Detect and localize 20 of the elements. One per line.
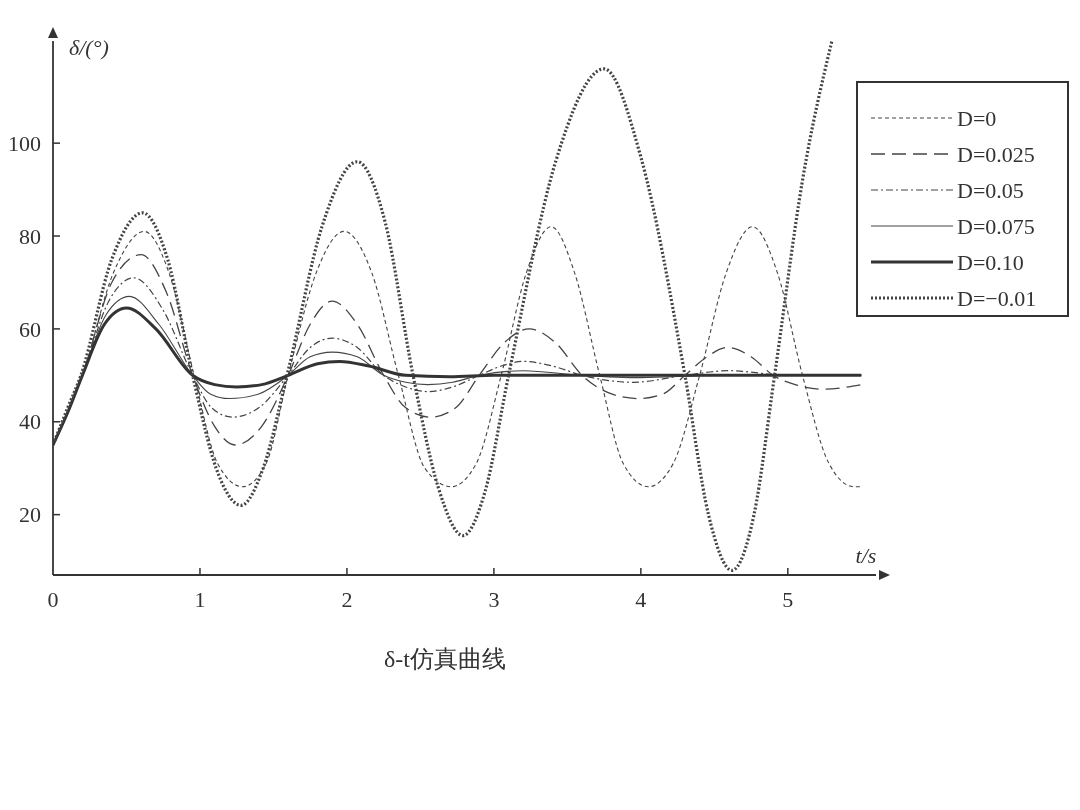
legend-label: D=0.075: [957, 213, 1035, 239]
x-tick-label: 4: [635, 587, 647, 612]
x-tick-label: 1: [194, 587, 206, 612]
y-tick-label: 100: [8, 130, 41, 156]
legend-label: D=0.025: [957, 141, 1035, 167]
x-tick-label: 0: [47, 587, 59, 612]
x-tick-label: 5: [782, 587, 794, 612]
text: δ-t仿真曲线: [384, 646, 506, 672]
legend-label: D=−0.01: [957, 285, 1037, 311]
legend-label: D=0: [957, 105, 997, 131]
legend-label: D=0.05: [957, 177, 1024, 203]
x-tick-label: 3: [488, 587, 500, 612]
y-axis-title: δ/(°): [69, 35, 109, 60]
y-tick-label: 20: [19, 502, 41, 528]
x-tick-label: 2: [341, 587, 353, 612]
y-tick-label: 80: [19, 223, 41, 249]
y-tick-label: 60: [19, 316, 41, 342]
y-tick-label: 40: [19, 409, 41, 435]
x-axis-title: t/s: [855, 543, 877, 568]
legend-label: D=0.10: [957, 249, 1024, 275]
